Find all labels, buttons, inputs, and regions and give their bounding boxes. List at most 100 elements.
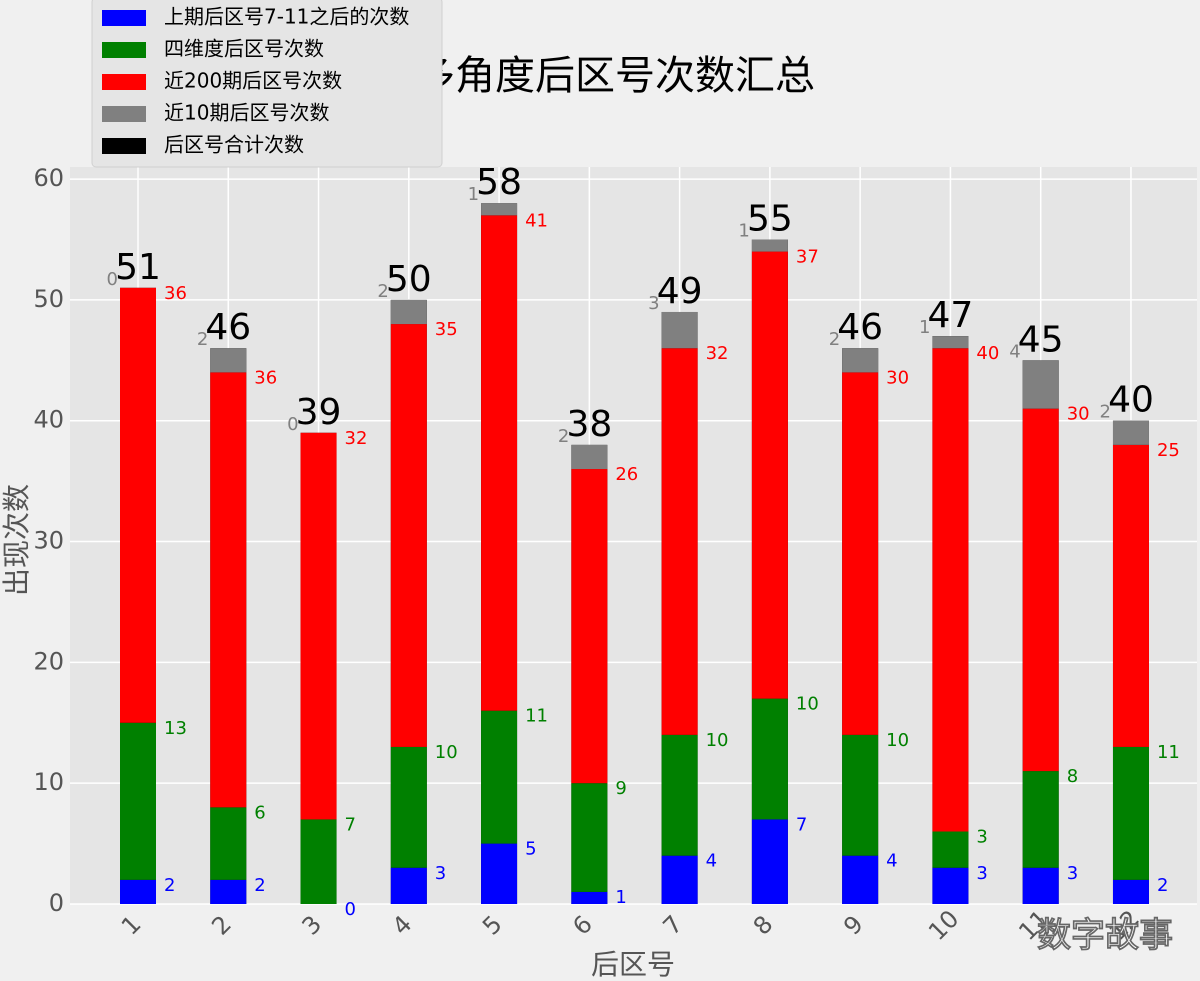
bar-segment	[751, 819, 788, 904]
value-label: 7	[796, 814, 807, 835]
bar-segment	[1022, 867, 1059, 904]
legend-label: 上期后区号7-11之后的次数	[164, 5, 409, 29]
value-label: 2	[164, 875, 175, 896]
bar-segment	[1022, 771, 1059, 868]
bar-segment	[481, 215, 518, 711]
bar-segment	[481, 203, 518, 216]
value-label: 10	[796, 694, 819, 715]
value-label: 41	[525, 210, 548, 231]
value-label: 0	[345, 899, 356, 920]
bar-segment	[1112, 420, 1149, 445]
bar-segment	[120, 722, 156, 880]
y-tick-label: 40	[33, 406, 64, 434]
value-label: 2	[377, 281, 388, 302]
bar-segment	[481, 843, 518, 904]
y-tick-label: 10	[33, 768, 64, 796]
bar-segment	[210, 807, 247, 880]
x-tick-label: 9	[838, 910, 869, 941]
value-label: 2	[829, 329, 840, 350]
value-label: 26	[615, 464, 638, 485]
value-label: 0	[107, 269, 118, 290]
value-label: 11	[1157, 742, 1180, 763]
legend-swatch	[102, 42, 146, 58]
value-label: 3	[648, 293, 659, 314]
value-label: 32	[345, 428, 368, 449]
total-label: 49	[657, 271, 703, 312]
value-label: 1	[615, 887, 626, 908]
value-label: 2	[1100, 402, 1111, 423]
bar-segment	[571, 783, 608, 892]
x-tick-label: 5	[477, 910, 508, 941]
y-tick-label: 30	[33, 527, 64, 555]
x-tick-label: 6	[567, 910, 598, 941]
plot-area	[70, 167, 1197, 904]
value-label: 10	[706, 730, 729, 751]
value-label: 2	[1157, 875, 1168, 896]
total-label: 51	[115, 247, 161, 288]
y-tick-label: 20	[33, 647, 64, 675]
value-label: 3	[1067, 863, 1078, 884]
value-label: 0	[287, 414, 298, 435]
value-label: 2	[197, 329, 208, 350]
bar-segment	[842, 372, 879, 735]
bar-segment	[842, 348, 879, 373]
value-label: 2	[254, 875, 265, 896]
value-label: 4	[1009, 341, 1020, 362]
bar-segment	[661, 348, 698, 735]
value-label: 32	[706, 343, 729, 364]
value-label: 13	[164, 718, 187, 739]
value-label: 25	[1157, 440, 1180, 461]
bar-segment	[1112, 746, 1149, 880]
value-label: 35	[435, 319, 458, 340]
bar-segment	[481, 710, 518, 844]
bar-segment	[300, 432, 337, 820]
bar-segment	[571, 469, 608, 784]
total-label: 47	[928, 295, 974, 336]
legend-swatch	[102, 10, 146, 26]
value-label: 3	[976, 863, 987, 884]
bar-segment	[661, 855, 698, 904]
legend-swatch	[102, 138, 146, 154]
total-label: 58	[476, 162, 522, 203]
x-tick-label: 8	[748, 910, 779, 941]
y-axis-label: 出现次数	[0, 484, 33, 596]
value-label: 9	[615, 778, 626, 799]
watermark: 数字故事	[1037, 916, 1173, 956]
total-label: 40	[1108, 380, 1154, 421]
value-label: 36	[254, 367, 277, 388]
value-label: 37	[796, 247, 819, 268]
bar-segment	[661, 311, 698, 349]
bar-segment	[1022, 360, 1059, 409]
value-label: 1	[919, 317, 930, 338]
bar-segment	[932, 348, 969, 832]
value-label: 1	[468, 184, 479, 205]
x-tick-label: 2	[206, 910, 237, 941]
value-label: 4	[886, 851, 897, 872]
bar-segment	[390, 867, 427, 904]
bar-segment	[120, 287, 156, 723]
bar-segment	[842, 855, 879, 904]
bar-segment	[571, 444, 608, 470]
bar-segment	[390, 299, 427, 325]
bar-segment	[1022, 408, 1059, 772]
bar-segment	[571, 891, 608, 904]
bar-segment	[1112, 444, 1149, 747]
value-label: 2	[558, 426, 569, 447]
y-tick-label: 50	[33, 285, 64, 313]
bar-segment	[751, 251, 788, 699]
legend-swatch	[102, 106, 146, 122]
bar-segment	[210, 372, 247, 808]
total-label: 45	[1018, 319, 1064, 360]
y-tick-label: 60	[33, 164, 64, 192]
value-label: 10	[435, 742, 458, 763]
x-tick-label: 10	[923, 905, 964, 946]
value-label: 7	[345, 814, 356, 835]
value-label: 3	[976, 827, 987, 848]
value-label: 40	[976, 343, 999, 364]
value-label: 30	[886, 367, 909, 388]
value-label: 36	[164, 283, 187, 304]
legend-box	[91, 0, 443, 168]
total-label: 55	[747, 198, 793, 239]
value-label: 4	[706, 851, 717, 872]
